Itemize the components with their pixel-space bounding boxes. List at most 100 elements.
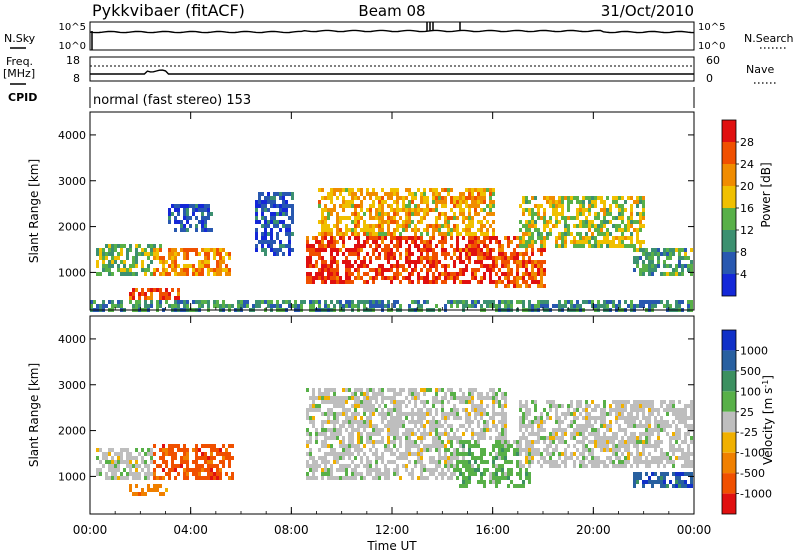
heatmap-cell: [366, 460, 369, 464]
heatmap-cell: [387, 440, 390, 444]
heatmap-cell: [660, 300, 663, 304]
heatmap-cell: [135, 252, 138, 256]
heatmap-cell: [393, 216, 396, 220]
colorbar-tick-label: -500: [740, 467, 765, 480]
heatmap-cell: [351, 196, 354, 200]
heatmap-cell: [102, 300, 105, 304]
heatmap-cell: [462, 444, 465, 448]
heatmap-cell: [108, 452, 111, 456]
heatmap-cell: [273, 252, 276, 256]
heatmap-cell: [480, 260, 483, 264]
noise-left-tick-top: 10^5: [59, 22, 86, 33]
heatmap-cell: [510, 272, 513, 276]
heatmap-cell: [657, 260, 660, 264]
heatmap-cell: [609, 204, 612, 208]
heatmap-cell: [525, 424, 528, 428]
heatmap-cell: [498, 420, 501, 424]
heatmap-cell: [339, 468, 342, 472]
heatmap-cell: [435, 420, 438, 424]
heatmap-cell: [591, 452, 594, 456]
heatmap-cell: [429, 428, 432, 432]
heatmap-cell: [480, 404, 483, 408]
heatmap-cell: [357, 204, 360, 208]
heatmap-cell: [480, 280, 483, 284]
heatmap-cell: [504, 416, 507, 420]
heatmap-cell: [105, 460, 108, 464]
heatmap-cell: [552, 404, 555, 408]
heatmap-cell: [498, 304, 501, 308]
heatmap-cell: [372, 452, 375, 456]
heatmap-cell: [159, 304, 162, 308]
heatmap-cell: [528, 212, 531, 216]
heatmap-cell: [228, 268, 231, 272]
heatmap-cell: [432, 252, 435, 256]
heatmap-cell: [663, 252, 666, 256]
heatmap-cell: [375, 300, 378, 304]
heatmap-cell: [342, 196, 345, 200]
heatmap-cell: [402, 420, 405, 424]
heatmap-cell: [141, 456, 144, 460]
heatmap-cell: [354, 408, 357, 412]
heatmap-cell: [684, 432, 687, 436]
heatmap-cell: [288, 228, 291, 232]
heatmap-cell: [528, 244, 531, 248]
heatmap-cell: [429, 260, 432, 264]
heatmap-cell: [183, 452, 186, 456]
heatmap-cell: [507, 244, 510, 248]
heatmap-cell: [177, 264, 180, 268]
heatmap-cell: [453, 404, 456, 408]
heatmap-cell: [666, 484, 669, 488]
heatmap-cell: [678, 256, 681, 260]
heatmap-cell: [567, 216, 570, 220]
heatmap-cell: [414, 432, 417, 436]
heatmap-cell: [150, 472, 153, 476]
heatmap-cell: [537, 436, 540, 440]
heatmap-cell: [351, 476, 354, 480]
heatmap-cell: [138, 492, 141, 496]
heatmap-cell: [324, 276, 327, 280]
heatmap-cell: [396, 200, 399, 204]
heatmap-cell: [633, 304, 636, 308]
heatmap-cell: [600, 228, 603, 232]
heatmap-cell: [105, 452, 108, 456]
heatmap-cell: [504, 272, 507, 276]
heatmap-cell: [189, 248, 192, 252]
heatmap-cell: [450, 424, 453, 428]
heatmap-cell: [594, 456, 597, 460]
heatmap-cell: [588, 228, 591, 232]
heatmap-cell: [333, 420, 336, 424]
heatmap-cell: [651, 444, 654, 448]
heatmap-cell: [615, 448, 618, 452]
heatmap-cell: [528, 220, 531, 224]
heatmap-cell: [408, 460, 411, 464]
heatmap-cell: [603, 436, 606, 440]
heatmap-cell: [327, 216, 330, 220]
heatmap-cell: [417, 280, 420, 284]
heatmap-cell: [420, 304, 423, 308]
heatmap-cell: [573, 432, 576, 436]
heatmap-cell: [120, 248, 123, 252]
heatmap-cell: [471, 196, 474, 200]
heatmap-cell: [372, 204, 375, 208]
heatmap-cell: [444, 200, 447, 204]
heatmap-cell: [144, 452, 147, 456]
heatmap-cell: [492, 268, 495, 272]
heatmap-cell: [495, 280, 498, 284]
heatmap-cell: [324, 204, 327, 208]
heatmap-cell: [363, 196, 366, 200]
heatmap-cell: [477, 244, 480, 248]
heatmap-cell: [543, 260, 546, 264]
heatmap-cell: [192, 468, 195, 472]
heatmap-cell: [579, 224, 582, 228]
heatmap-cell: [372, 424, 375, 428]
heatmap-cell: [369, 468, 372, 472]
heatmap-cell: [495, 236, 498, 240]
heatmap-cell: [309, 464, 312, 468]
heatmap-cell: [105, 256, 108, 260]
heatmap-cell: [105, 244, 108, 248]
heatmap-cell: [315, 428, 318, 432]
heatmap-cell: [537, 284, 540, 288]
heatmap-cell: [672, 452, 675, 456]
heatmap-cell: [435, 388, 438, 392]
heatmap-cell: [138, 464, 141, 468]
